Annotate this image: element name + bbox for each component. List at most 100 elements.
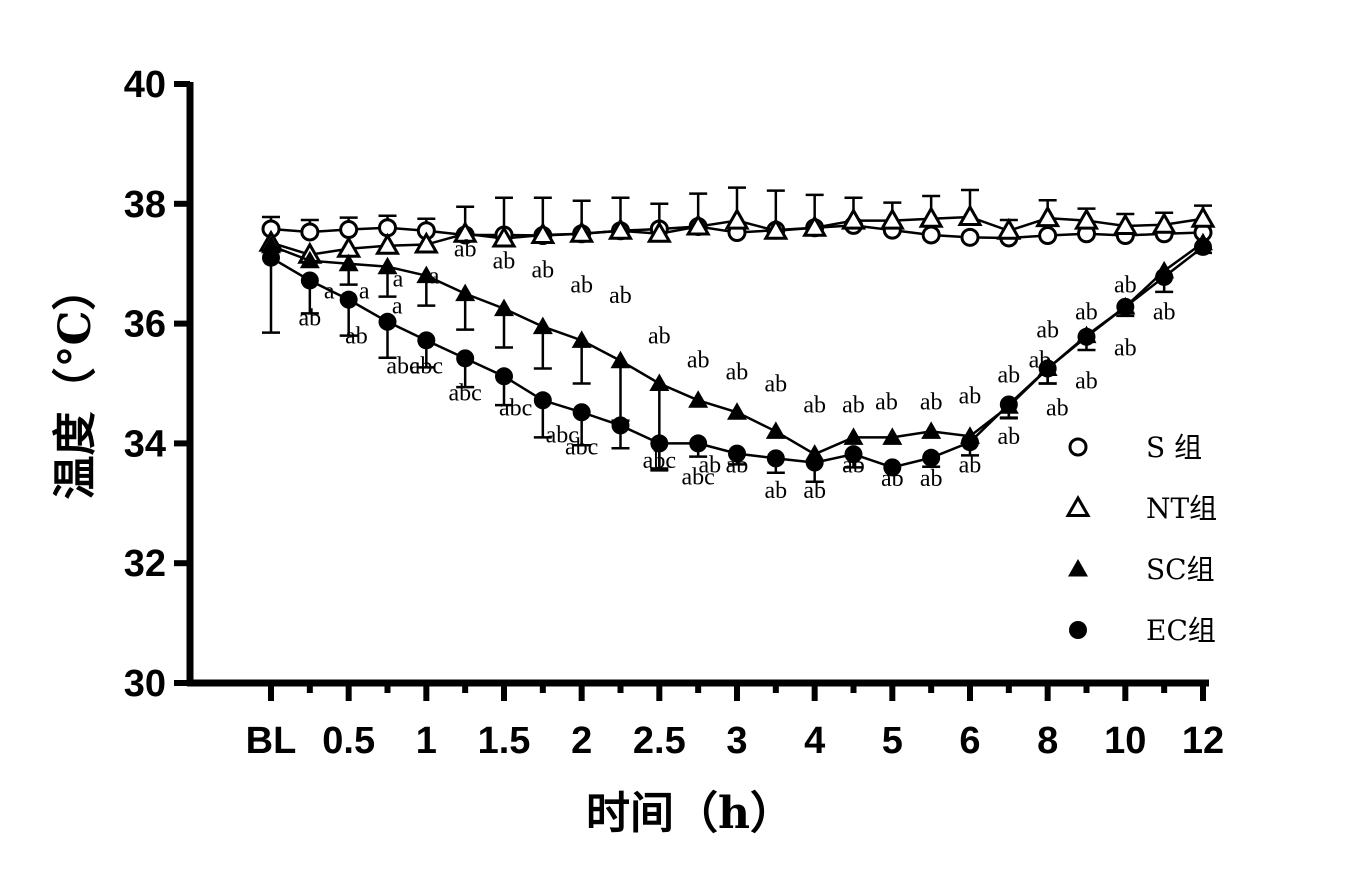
data-point: [377, 256, 398, 275]
data-point: [571, 330, 592, 348]
data-point: [840, 207, 867, 230]
x-tick-label: 6: [959, 720, 980, 762]
significance-label: ab: [997, 424, 1020, 450]
data-point: [922, 448, 941, 467]
data-point: [765, 421, 786, 439]
data-point: [339, 220, 359, 240]
data-point: [957, 203, 983, 226]
legend-label: NT组: [1146, 492, 1217, 525]
significance-label: ab: [726, 360, 749, 386]
significance-label: ab: [570, 273, 593, 299]
data-point: [844, 445, 863, 464]
data-point: [921, 225, 941, 245]
significance-label: abc: [499, 395, 532, 421]
significance-label: ab: [920, 389, 943, 415]
x-tick-label: 5: [882, 720, 903, 762]
significance-label: abc: [682, 464, 715, 490]
data-point: [688, 390, 709, 408]
data-point: [763, 217, 789, 240]
data-point: [611, 416, 630, 435]
significance-label: ab: [493, 249, 516, 275]
data-point: [883, 458, 902, 477]
data-point: [456, 349, 475, 368]
data-point: [338, 253, 359, 272]
data-point: [1077, 327, 1096, 346]
legend-label: S 组: [1146, 431, 1202, 464]
significance-label: ab: [1075, 300, 1098, 326]
data-point: [1151, 211, 1177, 234]
significance-label: ab: [1046, 395, 1069, 421]
x-tick-label: 1: [416, 720, 437, 762]
data-point: [960, 433, 979, 452]
legend-marker: [1068, 437, 1088, 457]
x-tick-label: 8: [1037, 720, 1058, 762]
significance-label: ab: [454, 237, 477, 263]
y-tick-label: 34: [124, 423, 166, 465]
legend-marker: [1069, 621, 1087, 639]
y-tick-label: 30: [124, 663, 166, 705]
significance-label: ab: [1114, 336, 1137, 362]
data-point: [649, 373, 670, 391]
x-tick-label: 12: [1182, 720, 1224, 762]
significance-label: ab: [299, 306, 322, 332]
data-point: [1193, 237, 1212, 256]
significance-label: ab: [532, 258, 555, 284]
data-point: [1190, 205, 1216, 228]
data-point: [572, 403, 591, 422]
data-point: [960, 227, 980, 247]
legend-marker: [1068, 559, 1088, 577]
significance-label: ab: [842, 452, 865, 478]
data-point: [299, 250, 320, 269]
legend: S 组 NT组 SC组 EC组: [1065, 431, 1217, 647]
x-tick-label: 2: [571, 720, 592, 762]
significance-label: a: [359, 279, 370, 305]
significance-label: ab: [959, 383, 982, 409]
data-point: [413, 231, 439, 254]
data-point: [766, 449, 785, 468]
data-point: [569, 220, 595, 243]
data-point: [689, 434, 708, 453]
y-tick-label: 36: [124, 304, 166, 346]
data-point: [685, 213, 711, 236]
data-point: [1038, 226, 1058, 246]
significance-label: ab: [1114, 273, 1137, 299]
data-point: [374, 232, 401, 255]
data-point: [530, 221, 556, 244]
significance-label: ab: [726, 452, 749, 478]
legend-marker: [1065, 494, 1091, 517]
x-tick-label: BL: [246, 720, 297, 762]
data-point: [1073, 207, 1100, 230]
series-3: [262, 237, 1212, 483]
x-tick-label: 3: [726, 720, 747, 762]
significance-label: ab: [875, 389, 898, 415]
y-tick-label: 40: [124, 64, 166, 106]
data-point: [646, 220, 672, 243]
significance-label: abc: [386, 354, 419, 380]
data-point: [1112, 212, 1138, 235]
significance-label: abc: [546, 422, 579, 448]
data-point: [491, 225, 517, 248]
significance-label: ab: [345, 324, 368, 350]
data-point: [339, 290, 358, 309]
data-point: [802, 214, 828, 237]
significance-label: ab: [803, 478, 826, 504]
data-point: [452, 220, 478, 243]
significance-label: ab: [687, 348, 710, 374]
data-point: [882, 427, 903, 445]
data-point: [493, 298, 514, 317]
significance-label: a: [392, 294, 403, 320]
x-tick-label: 10: [1104, 720, 1146, 762]
y-tick-label: 38: [124, 184, 166, 226]
data-point: [918, 205, 944, 228]
data-point: [416, 265, 437, 284]
significance-label: ab: [1036, 318, 1059, 344]
data-point: [300, 271, 319, 290]
data-point: [378, 312, 397, 331]
data-point: [533, 391, 552, 410]
legend-label: SC组: [1146, 553, 1215, 586]
data-point: [1038, 359, 1057, 378]
data-point: [999, 395, 1018, 414]
data-point: [727, 444, 746, 463]
